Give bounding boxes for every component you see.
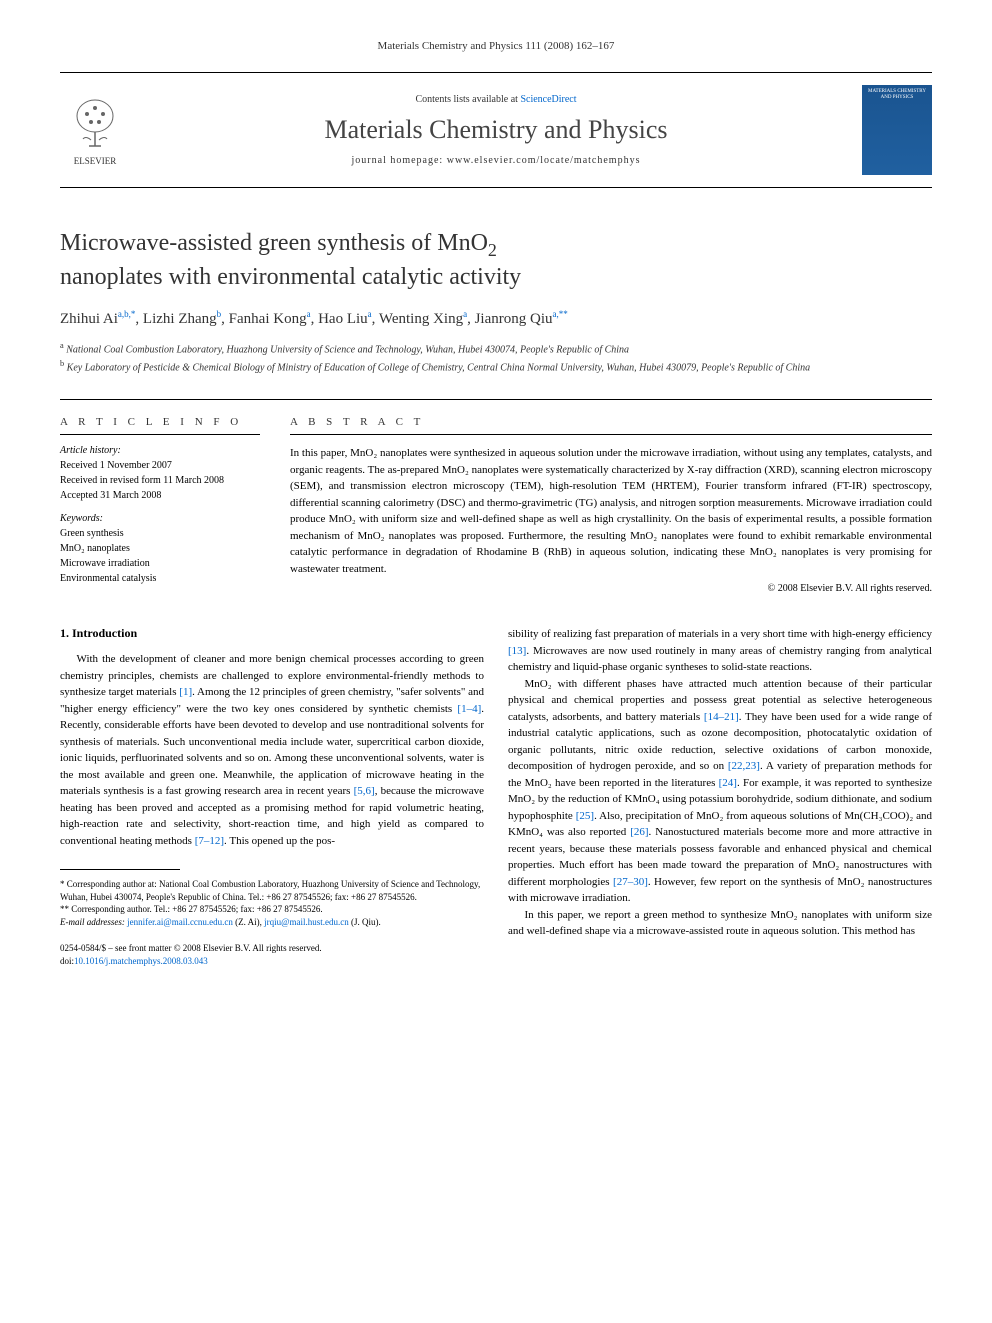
footnote-separator [60, 869, 180, 870]
ref-link[interactable]: [26] [630, 826, 648, 838]
left-column: 1. Introduction With the development of … [60, 626, 484, 968]
ref-link[interactable]: [27–30] [613, 876, 648, 888]
abstract-copyright: © 2008 Elsevier B.V. All rights reserved… [290, 583, 932, 594]
title-line-2: nanoplates with environmental catalytic … [60, 264, 521, 290]
email-link-2[interactable]: jrqiu@mail.hust.edu.cn [264, 917, 349, 927]
sciencedirect-link[interactable]: ScienceDirect [520, 94, 576, 105]
ref-link[interactable]: [24] [719, 777, 737, 789]
elsevier-tree-icon [65, 94, 125, 154]
contents-available-line: Contents lists available at ScienceDirec… [150, 94, 842, 105]
ref-link[interactable]: [1] [179, 686, 192, 698]
keywords-label: Keywords: [60, 513, 260, 524]
affiliation-b: b Key Laboratory of Pesticide & Chemical… [60, 358, 932, 375]
email-who-2: (J. Qiu). [349, 917, 381, 927]
journal-cover-thumbnail: MATERIALS CHEMISTRY AND PHYSICS [862, 85, 932, 175]
article-info-block: A R T I C L E I N F O Article history: R… [60, 416, 260, 596]
journal-name: Materials Chemistry and Physics [150, 115, 842, 145]
email-label: E-mail addresses: [60, 917, 127, 927]
homepage-prefix: journal homepage: [352, 155, 447, 166]
title-line-1: Microwave-assisted green synthesis of Mn… [60, 230, 488, 256]
doi-label: doi: [60, 956, 74, 966]
corresponding-author-2: ** Corresponding author. Tel.: +86 27 87… [60, 903, 484, 916]
ref-link[interactable]: [5,6] [354, 785, 375, 797]
article-title: Microwave-assisted green synthesis of Mn… [60, 228, 932, 293]
corresponding-author-1: * Corresponding author at: National Coal… [60, 878, 484, 903]
ref-link[interactable]: [1–4] [457, 703, 481, 715]
author-list: Zhihui Aia,b,*, Lizhi Zhangb, Fanhai Kon… [60, 309, 932, 328]
ref-link[interactable]: [14–21] [704, 711, 739, 723]
contents-prefix: Contents lists available at [415, 94, 520, 105]
section-1-heading: 1. Introduction [60, 626, 484, 641]
email-link-1[interactable]: jennifer.ai@mail.ccnu.edu.cn [127, 917, 233, 927]
copyright-footer: 0254-0584/$ – see front matter © 2008 El… [60, 942, 484, 967]
ref-link[interactable]: [7–12] [195, 835, 224, 847]
title-subscript: 2 [488, 240, 497, 260]
elsevier-logo: ELSEVIER [60, 90, 130, 170]
journal-masthead: ELSEVIER Contents lists available at Sci… [60, 72, 932, 188]
history-label: Article history: [60, 445, 260, 456]
keywords-list: Green synthesisMnO₂ nanoplatesMicrowave … [60, 526, 260, 586]
history-dates: Received 1 November 2007Received in revi… [60, 458, 260, 503]
ref-link[interactable]: [25] [576, 810, 594, 822]
journal-homepage-line: journal homepage: www.elsevier.com/locat… [150, 155, 842, 166]
affiliations: a National Coal Combustion Laboratory, H… [60, 340, 932, 375]
homepage-url[interactable]: www.elsevier.com/locate/matchemphys [447, 155, 641, 166]
right-column: sibility of realizing fast preparation o… [508, 626, 932, 968]
intro-continued: sibility of realizing fast preparation o… [508, 626, 932, 676]
affiliation-a: a National Coal Combustion Laboratory, H… [60, 340, 932, 357]
issn-line: 0254-0584/$ – see front matter © 2008 El… [60, 942, 484, 955]
doi-link[interactable]: 10.1016/j.matchemphys.2008.03.043 [74, 956, 208, 966]
ref-link[interactable]: [13] [508, 645, 526, 657]
abstract-text: In this paper, MnO₂ nanoplates were synt… [290, 445, 932, 577]
abstract-heading: A B S T R A C T [290, 416, 932, 435]
elsevier-name: ELSEVIER [74, 156, 117, 166]
cover-title: MATERIALS CHEMISTRY AND PHYSICS [866, 89, 928, 100]
email-addresses: E-mail addresses: jennifer.ai@mail.ccnu.… [60, 916, 484, 929]
email-who-1: (Z. Ai), [233, 917, 264, 927]
intro-paragraph-1: With the development of cleaner and more… [60, 651, 484, 849]
intro-paragraph-3: In this paper, we report a green method … [508, 907, 932, 940]
intro-paragraph-2: MnO₂ with different phases have attracte… [508, 676, 932, 907]
article-info-heading: A R T I C L E I N F O [60, 416, 260, 435]
running-header: Materials Chemistry and Physics 111 (200… [60, 40, 932, 52]
abstract-block: A B S T R A C T In this paper, MnO₂ nano… [290, 416, 932, 596]
ref-link[interactable]: [22,23] [728, 760, 760, 772]
body-two-column: 1. Introduction With the development of … [60, 626, 932, 968]
